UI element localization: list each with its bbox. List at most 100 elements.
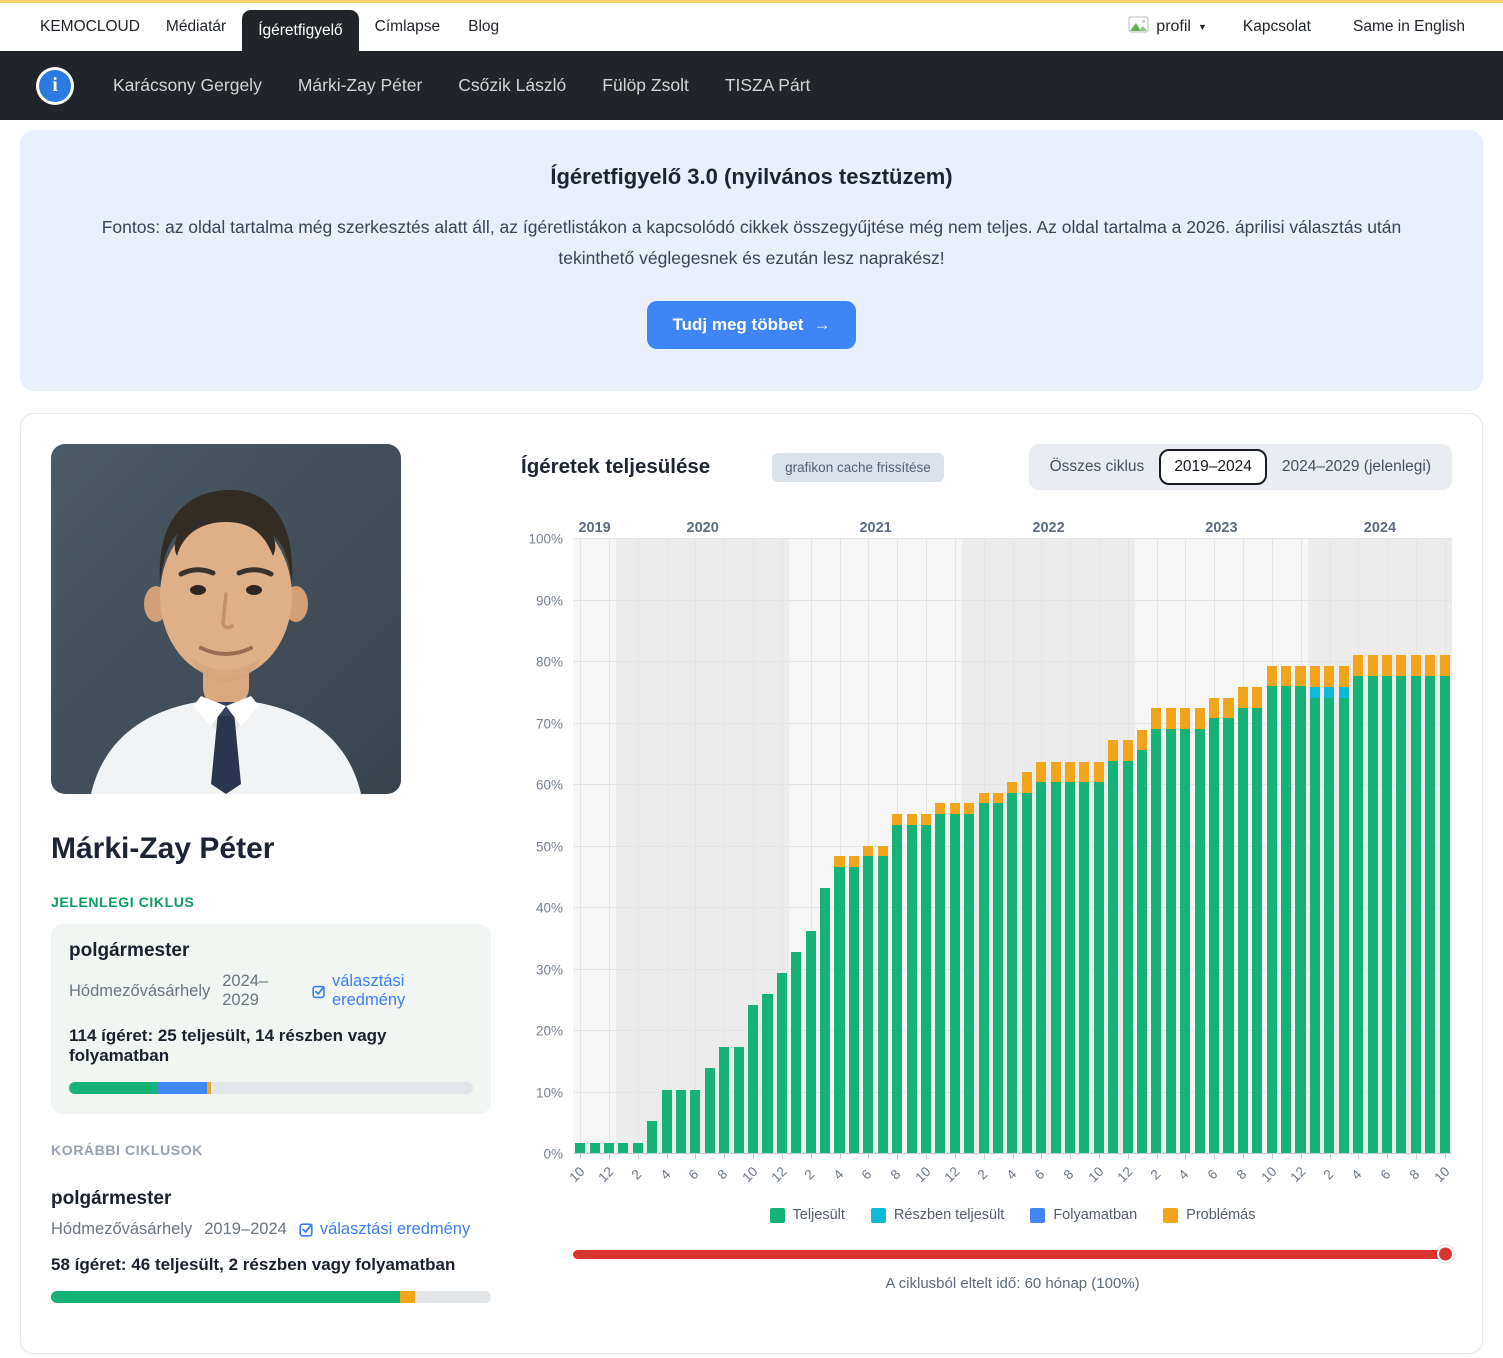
bar-2021-10[interactable] — [920, 538, 931, 1154]
bar-segment-teljesült — [618, 1142, 629, 1154]
bar-2022-06[interactable] — [1036, 538, 1047, 1154]
nav-tab-blog[interactable]: Blog — [468, 18, 500, 35]
x-axis-tick — [724, 1153, 726, 1160]
bar-2024-09[interactable] — [1425, 538, 1436, 1154]
bar-2023-09[interactable] — [1252, 538, 1263, 1154]
politician-link[interactable]: Fülöp Zsolt — [602, 75, 689, 95]
brand-link[interactable]: KEMOCLOUD — [40, 18, 140, 35]
bar-2021-09[interactable] — [906, 538, 917, 1154]
bar-2022-08[interactable] — [1064, 538, 1076, 1154]
bar-2023-03[interactable] — [1165, 538, 1176, 1154]
bar-2024-06[interactable] — [1381, 538, 1392, 1154]
horizontal-gridline: 80% — [536, 655, 1452, 670]
bar-2024-01[interactable] — [1309, 538, 1320, 1154]
bar-2021-01[interactable] — [791, 538, 802, 1154]
politician-link[interactable]: Márki-Zay Péter — [297, 75, 423, 95]
bar-2022-05[interactable] — [1021, 538, 1032, 1154]
y-axis-tick-label: 80% — [535, 654, 563, 670]
bar-2020-04[interactable] — [661, 538, 672, 1154]
bar-2023-05[interactable] — [1194, 538, 1205, 1154]
info-icon[interactable]: i — [36, 66, 74, 105]
time-slider-handle[interactable] — [1437, 1245, 1454, 1263]
bar-2021-04[interactable] — [834, 538, 845, 1154]
bar-2022-10[interactable] — [1093, 538, 1104, 1154]
previous-cycle-card: polgármester Hódmezővásárhely 2019–2024 … — [51, 1172, 491, 1323]
bar-2021-05[interactable] — [848, 538, 859, 1154]
politician-link[interactable]: TISZA Párt — [724, 75, 811, 95]
bar-2024-10[interactable] — [1439, 538, 1450, 1154]
bar-2024-08[interactable] — [1410, 538, 1421, 1154]
bar-2023-06[interactable] — [1209, 538, 1220, 1154]
nav-tab-címlapse[interactable]: Címlapse — [374, 18, 441, 35]
bar-2024-03[interactable] — [1338, 538, 1349, 1154]
bar-2024-02[interactable] — [1324, 538, 1335, 1154]
bar-2021-12[interactable] — [949, 538, 960, 1154]
bar-2023-02[interactable] — [1151, 538, 1162, 1154]
bar-segment-teljesült — [748, 1005, 759, 1154]
bar-2021-08[interactable] — [892, 538, 903, 1154]
bar-2022-11[interactable] — [1108, 538, 1119, 1154]
bar-2023-08[interactable] — [1237, 538, 1248, 1154]
bar-2020-01[interactable] — [618, 538, 629, 1154]
bar-2020-10[interactable] — [748, 538, 759, 1154]
bar-2020-08[interactable] — [719, 538, 730, 1154]
bar-2020-05[interactable] — [676, 538, 687, 1154]
bar-2023-07[interactable] — [1223, 538, 1234, 1154]
bar-2019-10[interactable] — [575, 538, 586, 1154]
politician-link[interactable]: Csőzik László — [458, 75, 567, 95]
bar-2023-11[interactable] — [1281, 538, 1292, 1154]
nav-tab-médiatár[interactable]: Médiatár — [165, 18, 227, 35]
cycle-toggle-option[interactable]: 2024–2029 (jelenlegi) — [1281, 458, 1431, 476]
bar-2024-04[interactable] — [1353, 538, 1364, 1154]
refresh-cache-button[interactable]: grafikon cache frissítése — [772, 452, 944, 482]
election-result-link[interactable]: választási eredmény — [299, 1220, 470, 1239]
bar-2019-11[interactable] — [589, 538, 600, 1154]
cycle-toggle-option[interactable]: Összes ciklus — [1049, 458, 1145, 476]
bar-slot — [645, 538, 659, 1154]
x-axis-tick — [1214, 1153, 1216, 1160]
bar-segment-problémás — [1252, 687, 1263, 708]
election-result-link[interactable]: választási eredmény — [312, 972, 473, 1010]
x-axis-tick-label: 8 — [714, 1166, 731, 1183]
bar-2024-05[interactable] — [1367, 538, 1378, 1154]
bar-2020-12[interactable] — [776, 538, 787, 1154]
bar-2023-04[interactable] — [1180, 538, 1191, 1154]
x-axis-tick — [609, 1153, 611, 1160]
profile-menu[interactable]: profil ▼ — [1120, 16, 1215, 38]
bar-2022-01[interactable] — [964, 538, 975, 1154]
cycle-toggle-option[interactable]: 2019–2024 — [1159, 449, 1267, 486]
bar-2023-12[interactable] — [1295, 538, 1306, 1154]
bar-2020-07[interactable] — [704, 538, 715, 1154]
bar-2020-03[interactable] — [647, 538, 658, 1154]
bar-2023-10[interactable] — [1266, 538, 1277, 1154]
learn-more-button[interactable]: Tudj meg többet → — [646, 301, 857, 350]
politician-link[interactable]: Karácsony Gergely — [113, 75, 262, 95]
bar-slot — [1020, 538, 1034, 1154]
bar-segment-problémás — [1064, 761, 1076, 783]
bar-2024-07[interactable] — [1396, 538, 1407, 1154]
bar-2021-02[interactable] — [805, 538, 816, 1154]
bar-2021-11[interactable] — [935, 538, 946, 1154]
nav-link-kapcsolat[interactable]: Kapcsolat — [1242, 18, 1311, 35]
x-axis-tick-label: 6 — [858, 1166, 875, 1183]
bar-2022-09[interactable] — [1079, 538, 1090, 1154]
bar-2022-12[interactable] — [1122, 538, 1133, 1154]
bar-2022-02[interactable] — [978, 538, 989, 1154]
bar-2020-02[interactable] — [632, 538, 643, 1154]
bar-2021-03[interactable] — [820, 538, 831, 1154]
x-axis-tick-label: 4 — [1175, 1166, 1192, 1183]
nav-link-english[interactable]: Same in English — [1352, 18, 1465, 35]
bar-2022-03[interactable] — [992, 538, 1004, 1154]
nav-tab-ígéretfigyelő[interactable]: Ígéretfigyelő — [242, 10, 359, 51]
bar-2020-09[interactable] — [733, 538, 744, 1154]
bar-2020-06[interactable] — [690, 538, 701, 1154]
bar-2021-07[interactable] — [877, 538, 888, 1154]
bar-2022-04[interactable] — [1007, 538, 1018, 1154]
bar-2019-12[interactable] — [603, 538, 615, 1154]
bar-2021-06[interactable] — [863, 538, 874, 1154]
bar-2023-01[interactable] — [1137, 538, 1148, 1154]
y-axis-tick-label: 20% — [535, 1023, 563, 1039]
bar-2020-11[interactable] — [762, 538, 773, 1154]
time-slider-track[interactable] — [573, 1249, 1452, 1259]
bar-2022-07[interactable] — [1050, 538, 1061, 1154]
